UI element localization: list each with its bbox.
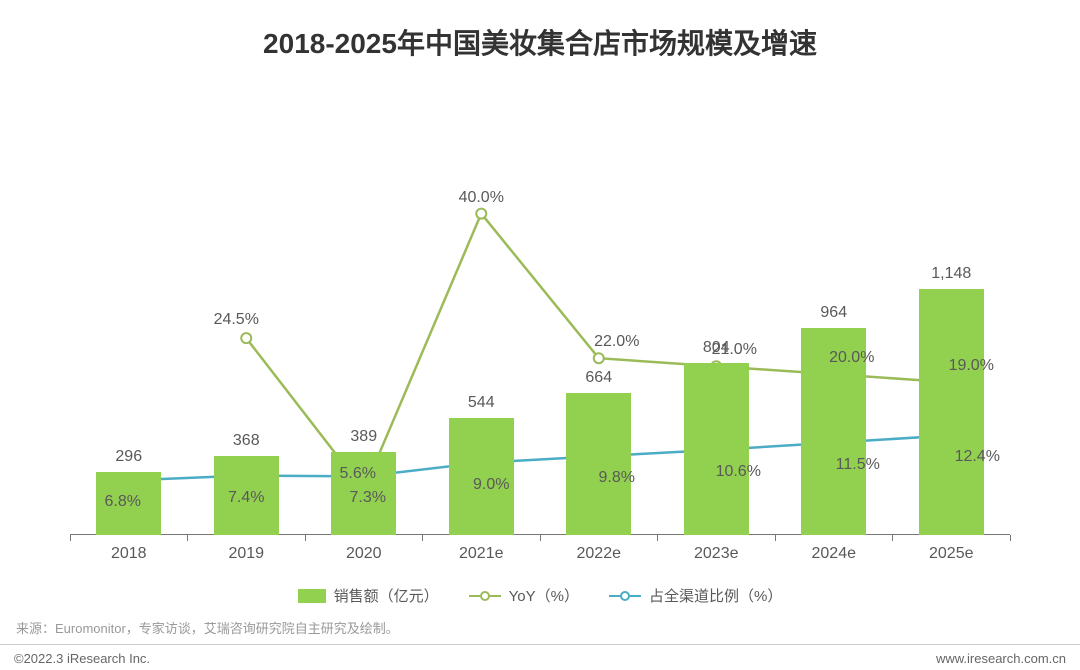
yoy-value-label: 24.5% [214, 311, 259, 329]
x-tick [305, 535, 306, 541]
x-tick-label: 2024e [775, 545, 893, 563]
x-tick-label: 2022e [540, 545, 658, 563]
legend-item: 占全渠道比例（%） [609, 585, 782, 606]
bar-value-label: 544 [423, 394, 541, 412]
x-tick-label: 2021e [423, 545, 541, 563]
x-tick [187, 535, 188, 541]
yoy-value-label: 40.0% [459, 189, 504, 207]
x-tick [1010, 535, 1011, 541]
chart-container: 2018-2025年中国美妆集合店市场规模及增速 296201836820193… [0, 0, 1080, 670]
ratio-value-label: 7.4% [228, 489, 264, 507]
yoy-marker [241, 333, 251, 343]
x-tick [422, 535, 423, 541]
ratio-value-label: 6.8% [105, 493, 141, 511]
bar-value-label: 1,148 [893, 265, 1011, 283]
chart-title: 2018-2025年中国美妆集合店市场规模及增速 [0, 0, 1080, 62]
legend-label: 销售额（亿元） [334, 585, 439, 606]
x-tick [775, 535, 776, 541]
legend: 销售额（亿元） YoY（%） 占全渠道比例（%） [0, 585, 1080, 606]
bar-value-label: 368 [188, 432, 306, 450]
ratio-value-label: 12.4% [955, 448, 1000, 466]
x-tick [657, 535, 658, 541]
copyright: ©2022.3 iResearch Inc. [14, 651, 150, 666]
yoy-value-label: 5.6% [340, 465, 376, 483]
yoy-value-label: 21.0% [712, 341, 757, 359]
legend-swatch [298, 589, 326, 603]
legend-label: YoY（%） [509, 585, 579, 606]
legend-label: 占全渠道比例（%） [649, 585, 782, 606]
x-tick-label: 2019 [188, 545, 306, 563]
bar [684, 363, 749, 535]
yoy-value-label: 20.0% [829, 349, 874, 367]
bar-value-label: 296 [70, 448, 188, 466]
ratio-value-label: 7.3% [350, 489, 386, 507]
x-tick-label: 2023e [658, 545, 776, 563]
bar-value-label: 964 [775, 304, 893, 322]
yoy-value-label: 22.0% [594, 333, 639, 351]
legend-item: YoY（%） [469, 585, 579, 606]
ratio-value-label: 9.8% [599, 469, 635, 487]
bar-value-label: 664 [540, 369, 658, 387]
yoy-marker [594, 353, 604, 363]
x-tick-label: 2020 [305, 545, 423, 563]
legend-item: 销售额（亿元） [298, 585, 439, 606]
x-tick [540, 535, 541, 541]
ratio-value-label: 9.0% [473, 476, 509, 494]
footer-bar: ©2022.3 iResearch Inc. www.iresearch.com… [0, 644, 1080, 666]
legend-marker [620, 591, 630, 601]
ratio-value-label: 10.6% [716, 463, 761, 481]
bar [566, 393, 631, 535]
bar-value-label: 389 [305, 428, 423, 446]
x-tick [892, 535, 893, 541]
legend-line-swatch [609, 595, 641, 597]
yoy-marker [476, 209, 486, 219]
website: www.iresearch.com.cn [936, 651, 1066, 666]
bar [919, 289, 984, 535]
x-tick-label: 2025e [893, 545, 1011, 563]
plot-area: 2962018368201938920205442021e6642022e804… [70, 85, 1010, 535]
ratio-value-label: 11.5% [836, 456, 880, 474]
source-note: 来源：Euromonitor，专家访谈，艾瑞咨询研究院自主研究及绘制。 [16, 618, 399, 637]
legend-marker [480, 591, 490, 601]
x-tick [70, 535, 71, 541]
x-tick-label: 2018 [70, 545, 188, 563]
legend-line-swatch [469, 595, 501, 597]
yoy-value-label: 19.0% [949, 357, 994, 375]
